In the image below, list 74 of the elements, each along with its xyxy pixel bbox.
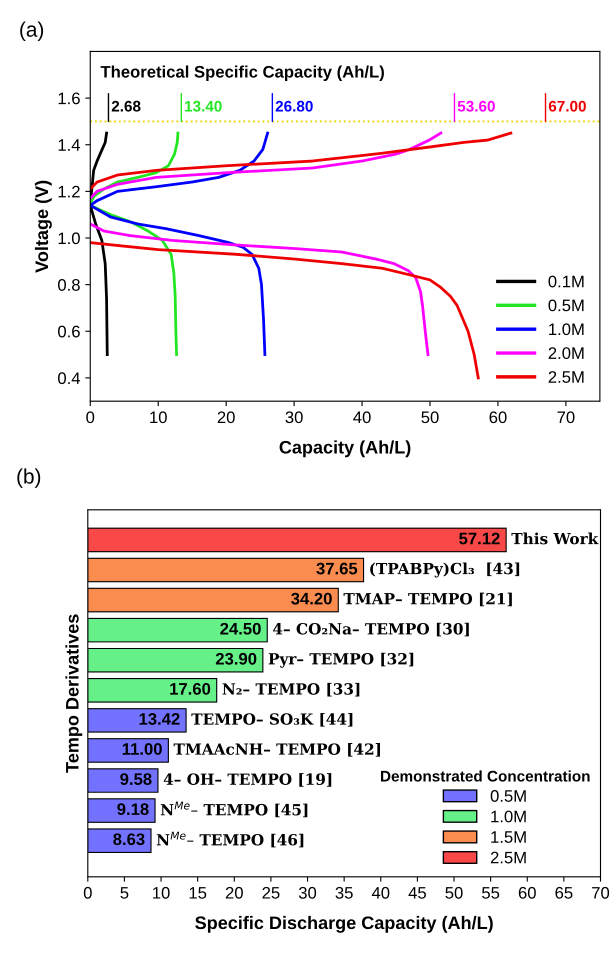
y-tick-label: 1.2 [58,186,80,198]
legend-label: 0.1M [548,276,584,288]
data-label: 23.90 [216,652,256,665]
x-tick-label: 60 [518,886,536,899]
y-tick-label: 1.0 [58,232,80,244]
category-label: TMAP– TEMPO [21] [344,592,512,606]
legend-title: Demonstrated Concentration [381,770,590,782]
category-label: N$^{Me}$– TEMPO [45] [160,802,308,818]
legend-label: 0.5M [548,300,584,312]
category-label: Pyr– TEMPO [32] [268,652,414,668]
category-label: (TPABPy)Cl₃ [43] [370,562,520,578]
x-tick-label: 30 [285,411,303,424]
data-label: 9.18 [117,803,149,816]
category-label: This Work [511,532,598,544]
x-tick-label: 5 [120,887,128,899]
data-label: 34.20 [291,592,332,605]
category-label: TMAAcNH– TEMPO [42] [174,743,380,757]
annotation: 13.40 [185,100,222,112]
x-tick-label: 50 [421,411,439,424]
category-label: N₂– TEMPO [33] [222,682,360,697]
legend-label: 1.0M [491,810,526,822]
x-axis-title: Capacity (Ah/L) [280,440,410,458]
legend-label: 2.0M [548,347,584,360]
x-tick-label: 10 [153,886,170,899]
chart-title: (a) [20,22,44,41]
legend-label: 1.5M [491,831,526,843]
y-tick-label: 0.6 [58,326,80,338]
x-tick-label: 10 [150,411,167,424]
y-tick-label: 0.4 [58,372,80,384]
annotation: 26.80 [276,100,313,112]
category-label: TEMPO– SO₃K [44] [191,712,352,727]
y-axis-title: Tempo Derivatives [65,614,82,773]
y-axis-title: Voltage (V) [34,180,52,273]
x-tick-label: 0 [84,886,92,899]
x-tick-label: 55 [482,887,500,899]
annotation: Theoretical Specific Capacity (Ah/L) [100,65,384,81]
x-tick-label: 0 [86,411,94,424]
x-tick-label: 45 [408,887,426,899]
data-label: 8.63 [113,833,145,846]
data-label: 24.50 [220,622,261,635]
category-label: N$^{Me}$– TEMPO [46] [156,832,304,848]
data-label: 57.12 [459,532,500,544]
annotation: 67.00 [548,100,586,112]
x-tick-label: 60 [490,411,507,424]
x-tick-label: 65 [555,886,572,899]
x-axis-title: Specific Discharge Capacity (Ah/L) [195,916,493,933]
x-tick-label: 70 [557,411,575,424]
data-label: 9.58 [120,773,152,785]
x-tick-label: 40 [372,886,390,899]
x-tick-label: 15 [190,887,206,899]
x-tick-label: 25 [262,886,280,899]
legend-label: 1.0M [549,323,584,336]
x-tick-label: 70 [592,886,610,899]
x-tick-label: 50 [445,886,463,899]
annotation: 53.60 [458,100,495,112]
category-label: 4– OH– TEMPO [19] [164,773,332,787]
y-tick-label: 1.6 [58,92,80,104]
category-label: 4– CO₂Na– TEMPO [30] [273,622,469,636]
x-tick-label: 30 [298,886,316,899]
chart-title: (b) [17,468,40,488]
x-tick-label: 40 [353,411,371,424]
x-tick-label: 20 [218,411,235,424]
data-label: 11.00 [122,743,162,755]
x-tick-label: 35 [336,886,353,899]
legend-label: 2.5M [548,371,584,383]
y-tick-label: 0.8 [58,279,80,291]
data-label: 17.60 [170,682,210,695]
data-label: 37.65 [316,562,358,574]
x-tick-label: 20 [226,886,243,899]
y-tick-label: 1.4 [58,139,80,151]
annotation: 2.68 [112,100,141,112]
data-label: 13.42 [140,713,180,725]
legend-label: 2.5M [490,852,526,864]
legend-label: 0.5M [490,790,526,802]
